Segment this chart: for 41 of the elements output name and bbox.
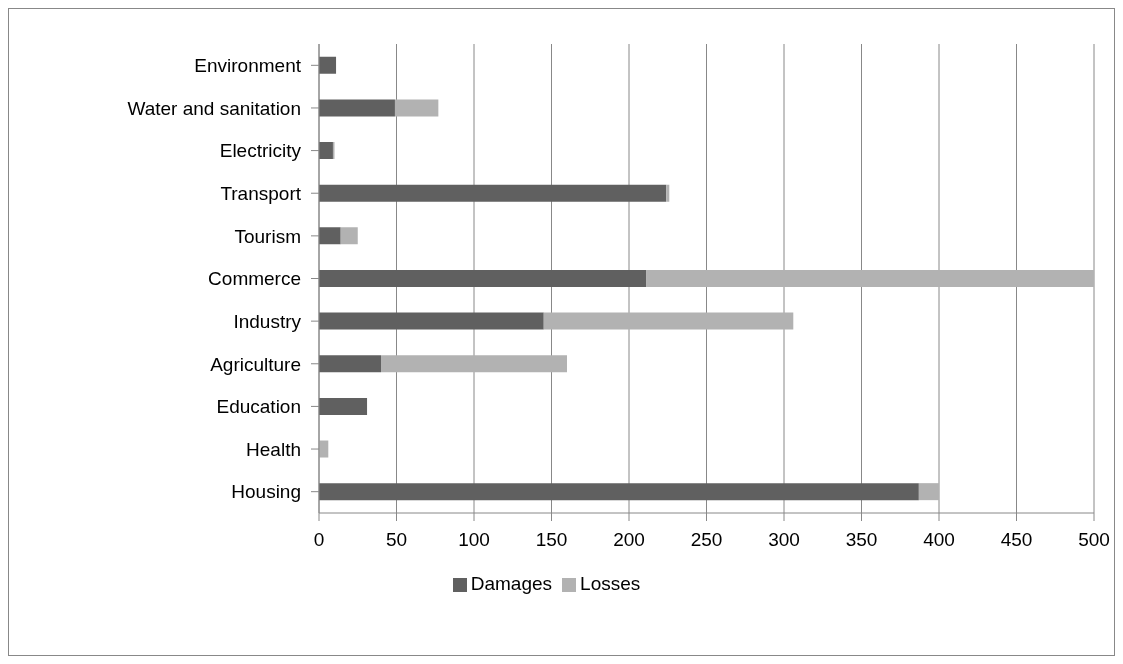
bar xyxy=(319,227,341,245)
bar xyxy=(543,312,794,330)
x-tick-label: 450 xyxy=(1000,529,1033,551)
bar xyxy=(646,269,1094,287)
x-tick-label: 300 xyxy=(768,529,800,551)
y-tick-label: Commerce xyxy=(208,268,301,290)
x-tick-label: 250 xyxy=(690,529,723,551)
x-tick-label: 200 xyxy=(613,529,645,551)
y-tick-label: Housing xyxy=(231,481,301,503)
y-tick-label: Industry xyxy=(233,310,302,332)
x-tick-label: 50 xyxy=(385,529,408,551)
bar xyxy=(340,227,358,245)
bar xyxy=(394,99,439,117)
y-tick-label: Health xyxy=(246,438,301,460)
y-tick-label: Tourism xyxy=(234,225,301,247)
bar xyxy=(319,99,395,117)
y-tick-label: Education xyxy=(216,396,301,418)
bar xyxy=(666,184,670,202)
bar xyxy=(319,142,333,160)
bar xyxy=(319,483,919,501)
legend-label: Damages xyxy=(470,573,553,594)
y-tick-label: Agriculture xyxy=(210,353,301,375)
y-tick-label: Water and sanitation xyxy=(127,97,301,119)
bar xyxy=(319,56,337,74)
x-tick-label: 500 xyxy=(1078,529,1110,551)
y-tick-label: Electricity xyxy=(219,140,302,162)
x-tick-label: 0 xyxy=(313,529,325,551)
x-tick-label: 150 xyxy=(535,529,568,551)
x-tick-label: 100 xyxy=(458,529,490,551)
y-tick-label: Environment xyxy=(194,55,302,77)
bar xyxy=(319,397,368,415)
x-tick-label: 350 xyxy=(845,529,878,551)
legend-label: Losses xyxy=(580,573,641,594)
bar xyxy=(319,184,667,202)
bar xyxy=(381,355,567,373)
bar xyxy=(918,483,939,501)
bar xyxy=(319,355,381,373)
bar xyxy=(319,269,647,287)
x-tick-label: 400 xyxy=(923,529,955,551)
y-tick-label: Transport xyxy=(220,182,302,204)
bar xyxy=(319,312,544,330)
